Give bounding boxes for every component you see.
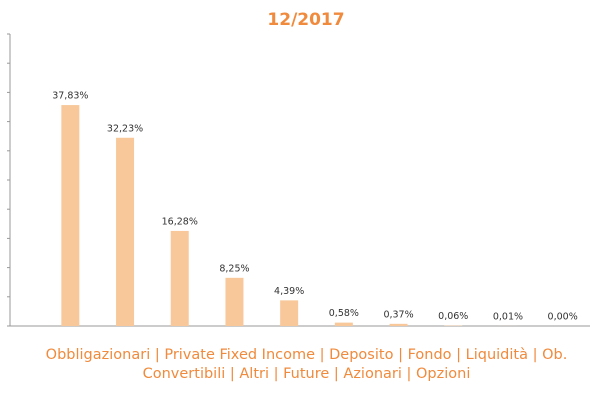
legend-entry: Azionari	[343, 366, 402, 382]
legend-separator: |	[319, 347, 325, 363]
data-label: 37,83%	[52, 91, 88, 102]
legend-separator: |	[398, 347, 403, 363]
bar	[334, 322, 353, 326]
legend-separator: |	[406, 366, 412, 382]
legend-separator: |	[273, 366, 279, 382]
bar	[116, 137, 135, 326]
legend-entry: Fondo	[407, 347, 452, 363]
data-label: 0,00%	[548, 312, 578, 323]
data-label: 8,25%	[219, 263, 249, 274]
legend-entry: Opzioni	[416, 366, 471, 382]
legend-entry: Altri	[239, 366, 269, 382]
bar	[61, 105, 80, 326]
chart-title: 12/2017	[267, 10, 344, 30]
data-label: 0,06%	[438, 311, 468, 322]
legend-entry: Ob. Convertibili	[142, 347, 568, 382]
bar	[280, 300, 299, 326]
bar	[389, 323, 408, 326]
data-label: 0,37%	[383, 309, 413, 320]
legend-separator: |	[333, 366, 339, 382]
legend-separator: |	[154, 347, 160, 363]
bar	[225, 277, 244, 326]
legend-entry: Private Fixed Income	[164, 347, 316, 363]
data-label: 4,39%	[274, 286, 304, 297]
legend-separator: |	[229, 366, 235, 382]
legend: Obbligazionari | Private Fixed Income | …	[30, 346, 583, 384]
data-label: 32,23%	[107, 123, 143, 134]
legend-entry: Future	[283, 366, 330, 382]
data-label: 0,58%	[329, 308, 359, 319]
legend-entry: Deposito	[329, 347, 394, 363]
legend-entry: Liquidità	[465, 347, 528, 363]
data-label: 0,01%	[493, 311, 523, 322]
legend-separator: |	[456, 347, 462, 363]
data-label: 16,28%	[162, 216, 198, 227]
legend-entry: Obbligazionari	[45, 347, 151, 363]
chart: 12/2017 37,83% 32,23% 16,28% 8,25% 4,39% 0,58…	[7, 10, 590, 327]
bar	[170, 230, 189, 326]
legend-separator: |	[532, 347, 538, 363]
